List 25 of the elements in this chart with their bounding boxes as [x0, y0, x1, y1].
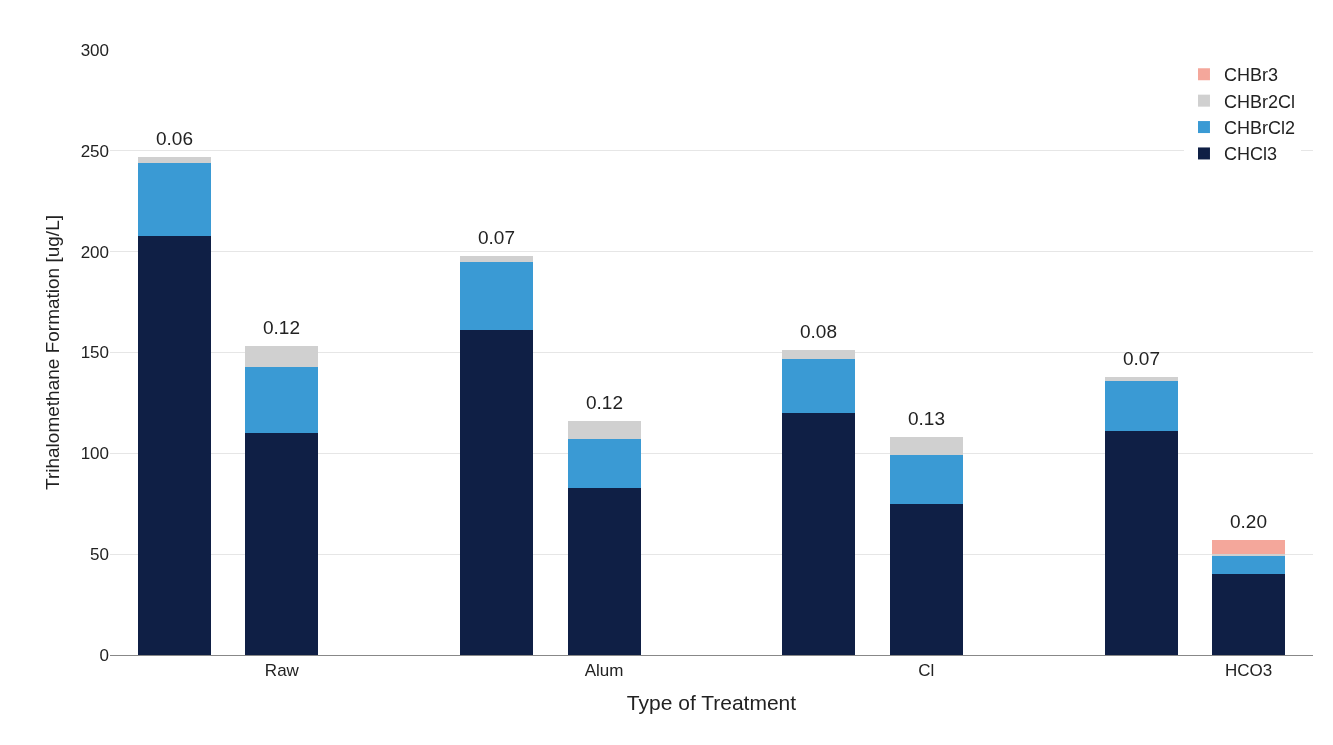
annotation: 0.07: [1123, 348, 1160, 369]
y-tick-label: 0: [99, 645, 109, 665]
annotation: 0.13: [908, 408, 945, 429]
x-axis-title: Type of Treatment: [626, 690, 797, 714]
y-tick-label: 300: [80, 40, 109, 60]
annotation: 0.20: [1230, 511, 1267, 532]
annotation: 0.12: [263, 317, 300, 338]
x-tick-label: Alum: [584, 661, 624, 681]
y-tick-label: 150: [80, 343, 109, 363]
legend-label: CHCl3: [1223, 144, 1277, 165]
annotation: 0.08: [800, 321, 837, 342]
y-tick-label: 50: [90, 545, 109, 565]
legend-label: CHBr3: [1223, 65, 1278, 86]
annotation: 0.06: [156, 128, 193, 149]
y-tick-label: 200: [80, 242, 109, 262]
legend-label: CHBrCl2: [1223, 118, 1295, 139]
legend-label: CHBr2Cl: [1223, 91, 1295, 112]
x-tick-label: HCO3: [1224, 661, 1273, 681]
annotation: 0.12: [586, 392, 623, 413]
annotation: 0.07: [478, 227, 515, 248]
y-axis-title: Trihalomethane Formation [ug/L]: [42, 215, 64, 490]
x-tick-label: Cl: [918, 661, 935, 681]
y-tick-label: 100: [80, 444, 109, 464]
y-tick-label: 250: [80, 141, 109, 161]
x-tick-label: Raw: [264, 661, 300, 681]
